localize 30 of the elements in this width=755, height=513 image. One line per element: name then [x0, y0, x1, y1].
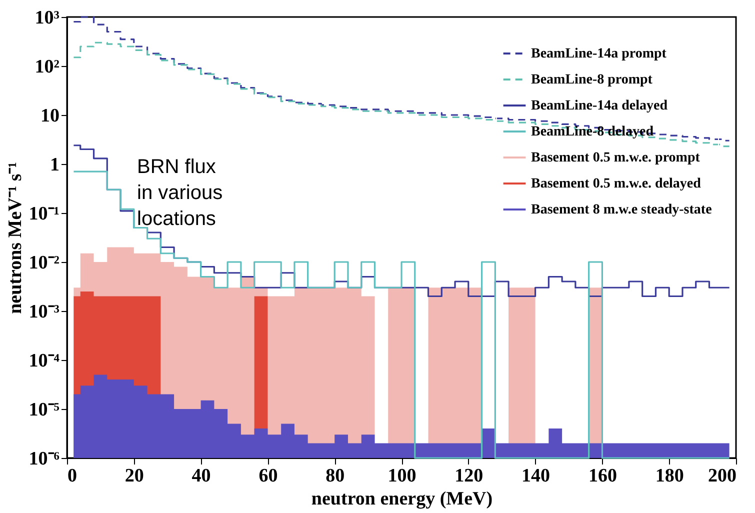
x-tick-label: 40 [192, 466, 211, 486]
annotation: BRN flux in various locations [137, 156, 223, 230]
y-tick-label: 10⁻⁶ [28, 448, 60, 470]
y-tick-label: 1 [50, 154, 60, 176]
legend-label: BeamLine-14a delayed [531, 98, 668, 114]
y-tick-label: 10⁻⁵ [28, 400, 60, 420]
legend-label: BeamLine-8 prompt [531, 72, 653, 88]
x-tick-label: 120 [454, 466, 484, 486]
y-tick-label: 10³ [34, 8, 60, 28]
legend-label: Basement 0.5 m.w.e. prompt [531, 150, 700, 166]
x-tick-label: 100 [388, 466, 416, 486]
legend-label: BeamLine-14a prompt [531, 46, 667, 62]
y-tick-label: 10⁻¹ [28, 204, 60, 224]
x-tick-label: 60 [258, 466, 278, 486]
x-tick-label: 0 [68, 466, 77, 486]
y-tick-label: 10⁻² [28, 252, 60, 274]
x-tick-label: 140 [522, 466, 550, 486]
y-tick-label: 10² [34, 56, 60, 78]
y-tick-label: 10⁻⁴ [28, 350, 60, 372]
x-tick-label: 80 [326, 466, 345, 486]
x-tick-label: 200 [708, 466, 736, 486]
x-tick-label: 160 [588, 466, 617, 486]
x-tick-label: 180 [655, 466, 684, 486]
y-axis-title: neutrons MeV⁻¹ s⁻¹ [4, 162, 26, 314]
y-tick-label: 10⁻³ [28, 302, 60, 322]
legend-label: Basement 8 m.w.e steady-state [531, 202, 712, 218]
legend-label: Basement 0.5 m.w.e. delayed [531, 176, 702, 192]
x-tick-label: 20 [124, 466, 144, 486]
y-tick-label: 10 [40, 106, 60, 126]
x-axis-title: neutron energy (MeV) [311, 488, 493, 510]
